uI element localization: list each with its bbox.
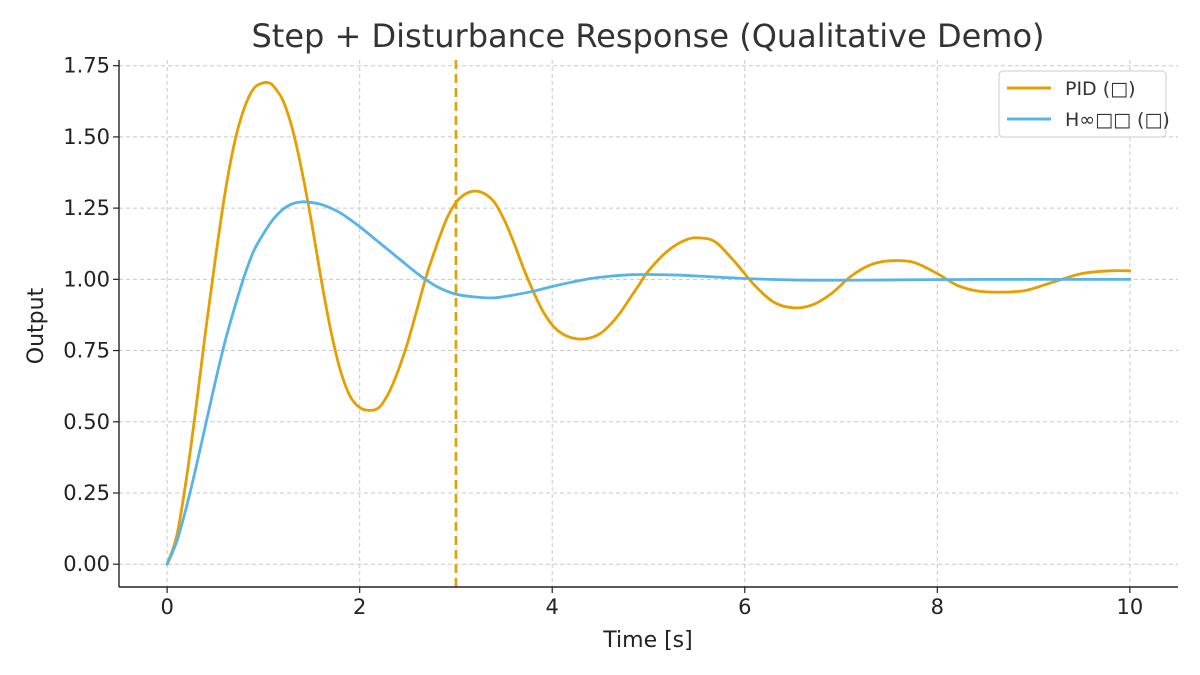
y-tick-label: 0.75 <box>63 339 110 363</box>
x-tick-label: 10 <box>1116 595 1143 619</box>
x-tick-label: 4 <box>546 595 559 619</box>
legend: PID (□) H∞□□ (□) <box>998 70 1170 138</box>
x-tick-label: 6 <box>738 595 751 619</box>
x-tick-label: 0 <box>160 595 173 619</box>
legend-label-pid: PID (□) <box>1065 78 1136 100</box>
y-tick-label: 1.25 <box>63 196 110 220</box>
y-tick-label: 0.50 <box>63 410 110 434</box>
x-tick-label: 8 <box>931 595 944 619</box>
y-tick-label: 1.50 <box>63 125 110 149</box>
grid <box>119 60 1178 587</box>
y-tick-label: 0.25 <box>63 481 110 505</box>
x-tick-label: 2 <box>353 595 366 619</box>
chart-title: Step + Disturbance Response (Qualitative… <box>251 17 1044 55</box>
series-line-pid <box>165 80 1132 566</box>
tick-labels: 0 2 4 6 8 10 0.00 0.25 0.50 0.75 1.00 1.25 1.50 1.75 <box>63 54 1143 619</box>
axes <box>113 60 1178 593</box>
series-line-hinf <box>165 200 1132 566</box>
series-layer <box>165 80 1132 566</box>
legend-label-hinf: H∞□□ (□) <box>1065 109 1170 131</box>
y-tick-label: 0.00 <box>63 552 110 576</box>
y-tick-label: 1.00 <box>63 267 110 291</box>
y-axis-label: Output <box>24 287 49 364</box>
x-axis-label: Time [s] <box>602 628 692 653</box>
y-tick-label: 1.75 <box>63 54 110 78</box>
